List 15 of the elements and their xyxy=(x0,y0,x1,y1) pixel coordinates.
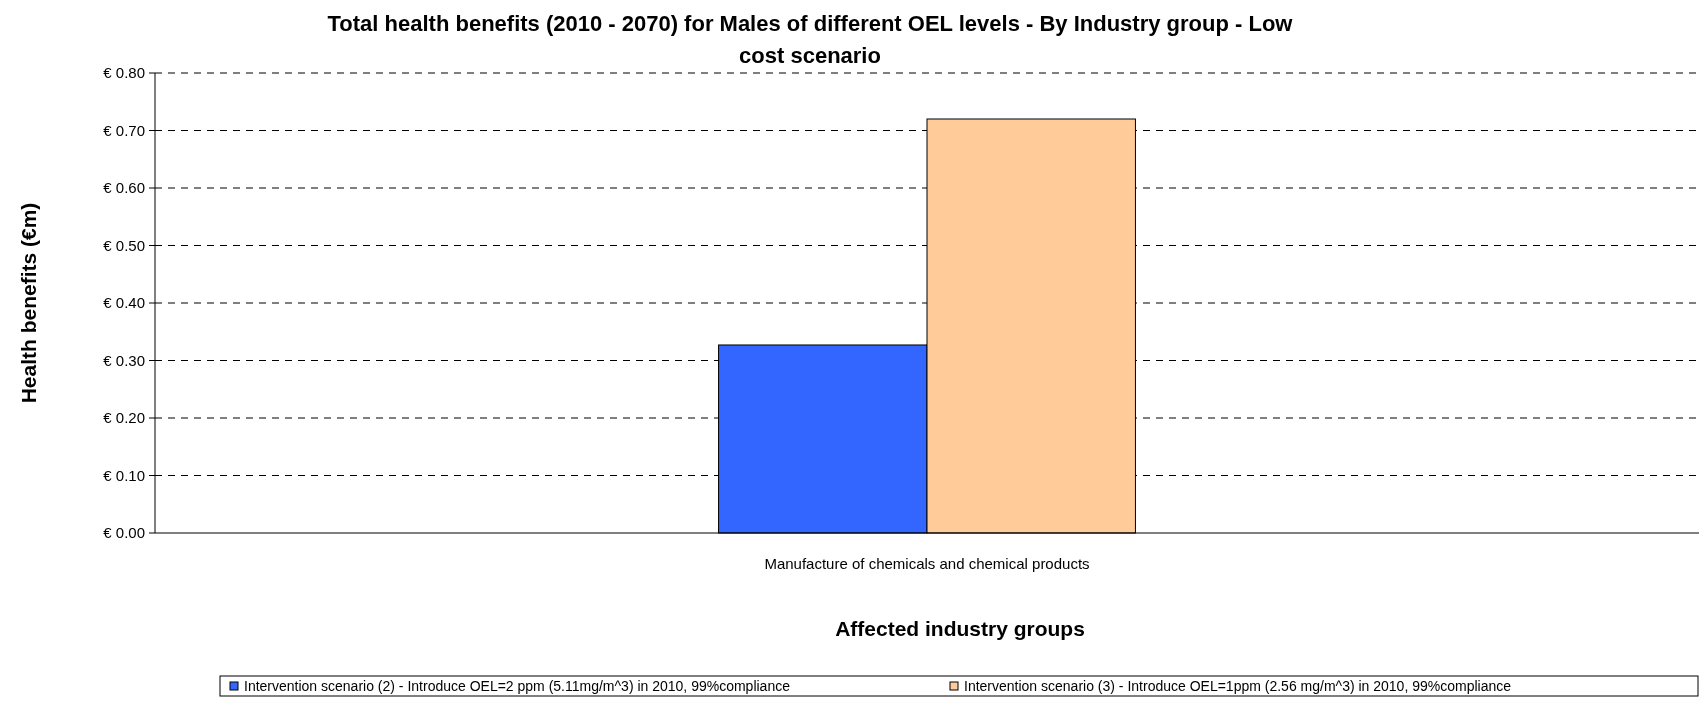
y-tick-label: € 0.80 xyxy=(103,64,145,82)
y-axis-title: Health benefits (€m) xyxy=(17,202,40,404)
legend-label: Intervention scenario (3) - Introduce OEL=1ppm (2.56 mg/m^3) in 2010, 99%compliance xyxy=(964,677,1512,694)
chart-title: Total health benefits (2010 - 2070) for Males of different OEL levels - By Industry group - Low cost scenario xyxy=(327,11,1294,68)
y-tick-label: € 0.20 xyxy=(103,409,145,427)
y-tick-label: € 0.70 xyxy=(103,121,145,139)
y-tick-label: € 0.30 xyxy=(103,351,145,369)
y-tick-label: € 0.10 xyxy=(103,466,145,484)
x-tick-label: Manufacture of chemicals and chemical products xyxy=(764,555,1090,572)
y-tick-label: € 0.50 xyxy=(103,236,145,254)
y-tick-label: € 0.40 xyxy=(103,294,145,312)
y-tick-label: € 0.00 xyxy=(103,524,145,542)
x-axis-title: Affected industry groups xyxy=(835,617,1085,640)
legend-label: Intervention scenario (2) - Introduce OEL=2 ppm (5.11mg/m^3) in 2010, 99%compliance xyxy=(244,677,791,694)
y-tick-label: € 0.60 xyxy=(103,179,145,197)
